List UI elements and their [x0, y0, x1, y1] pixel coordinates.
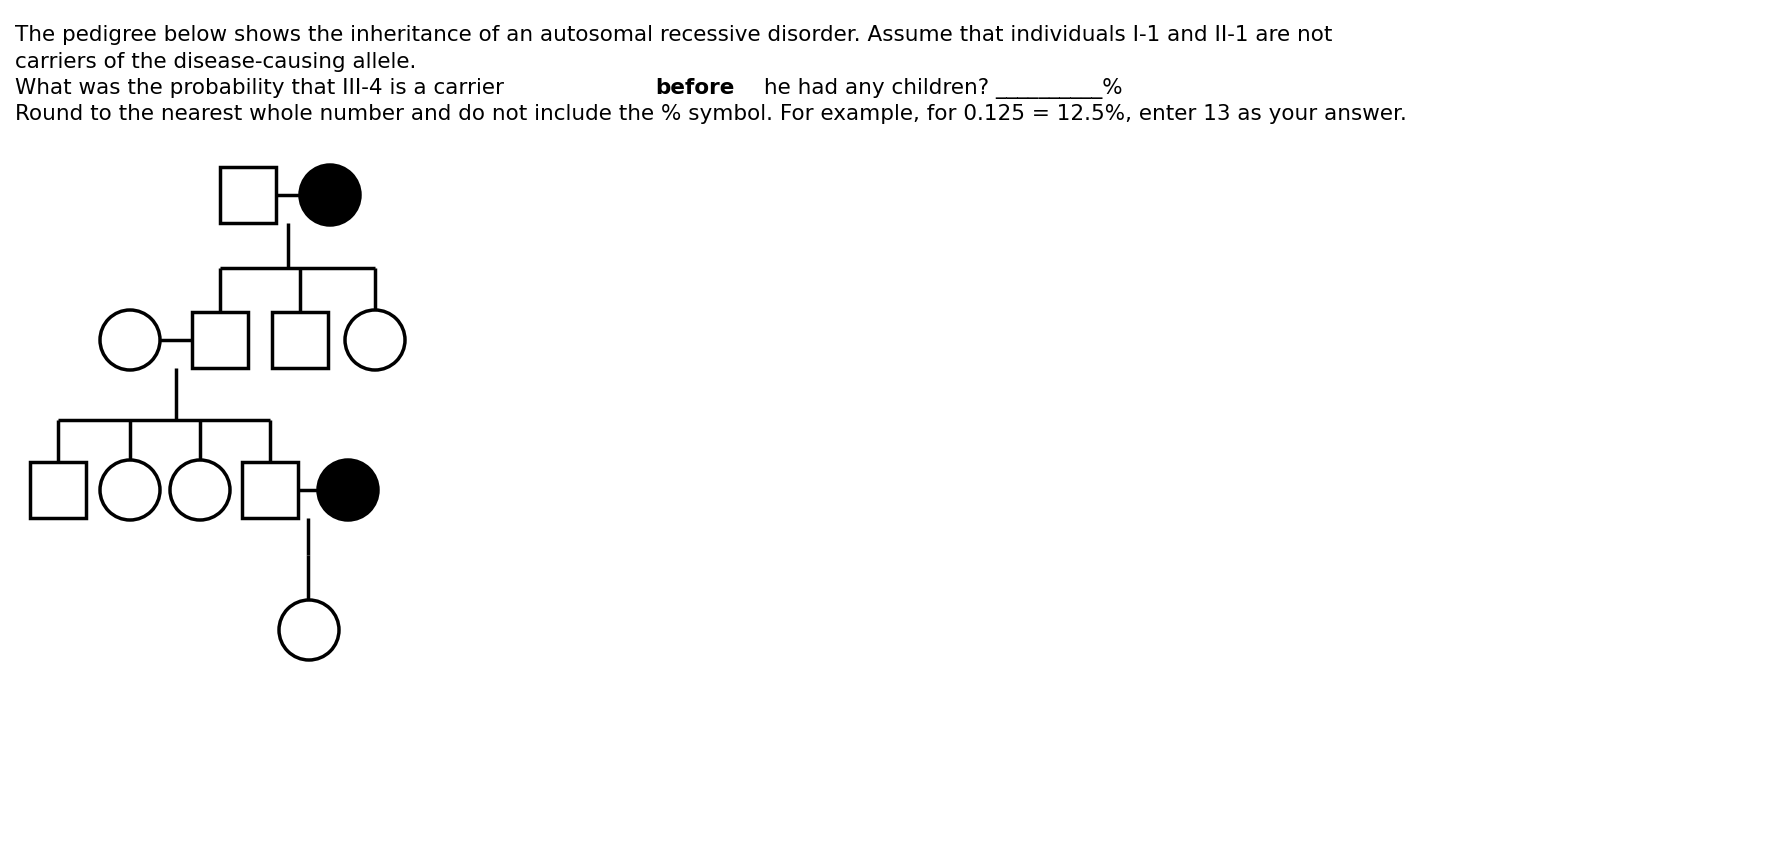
Text: What was the probability that III-4 is a carrier: What was the probability that III-4 is a…: [14, 78, 510, 98]
Text: carriers of the disease-causing allele.: carriers of the disease-causing allele.: [14, 52, 416, 72]
Ellipse shape: [317, 460, 377, 520]
Ellipse shape: [278, 600, 338, 660]
Bar: [243, 462, 298, 518]
Ellipse shape: [299, 165, 360, 225]
Ellipse shape: [99, 310, 159, 370]
Bar: [30, 462, 87, 518]
Ellipse shape: [170, 460, 230, 520]
Text: before: before: [656, 78, 734, 98]
Bar: [191, 312, 248, 368]
Text: Round to the nearest whole number and do not include the % symbol. For example, : Round to the nearest whole number and do…: [14, 104, 1407, 124]
Ellipse shape: [346, 310, 406, 370]
Bar: [220, 167, 276, 223]
Bar: [271, 312, 328, 368]
Text: The pedigree below shows the inheritance of an autosomal recessive disorder. Ass: The pedigree below shows the inheritance…: [14, 25, 1333, 45]
Text: he had any children? __________%: he had any children? __________%: [757, 78, 1123, 99]
Ellipse shape: [99, 460, 159, 520]
